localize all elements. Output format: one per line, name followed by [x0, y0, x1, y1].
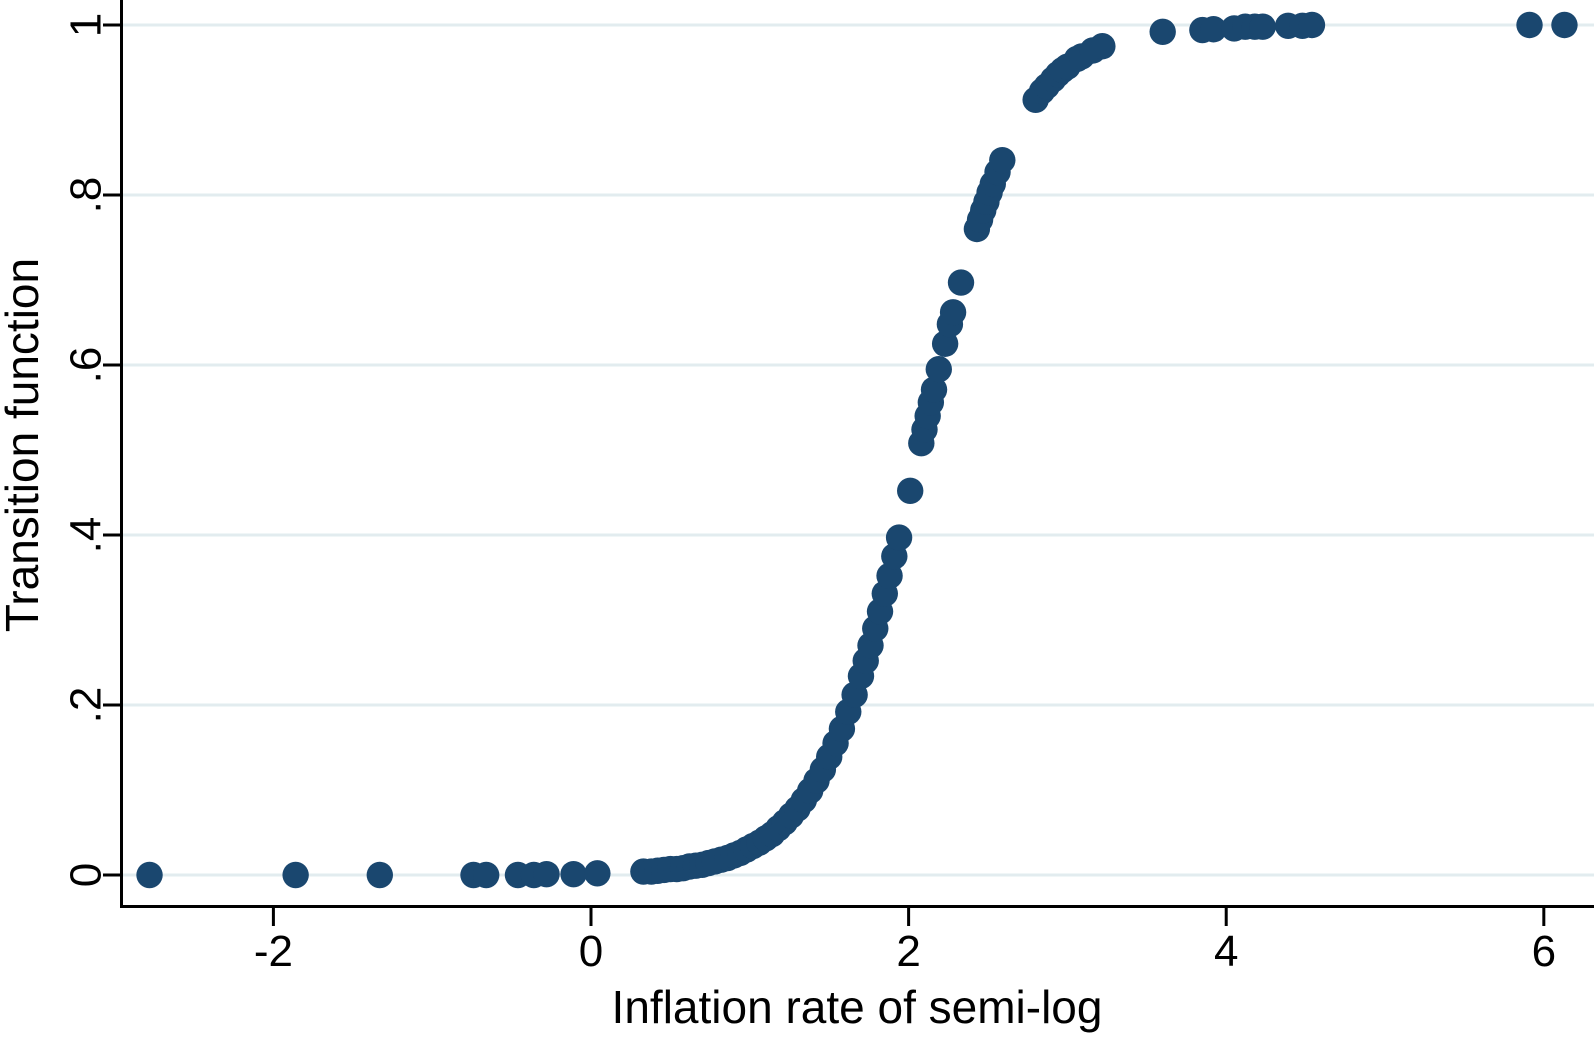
data-point — [472, 861, 500, 889]
y-tick-label: .6 — [62, 347, 111, 384]
data-point — [1551, 11, 1578, 39]
data-point — [925, 356, 952, 383]
y-tick-label: .2 — [62, 687, 111, 724]
data-point — [1089, 33, 1116, 60]
x-tick-label: 0 — [579, 927, 603, 976]
data-point — [920, 376, 948, 403]
data-point — [1249, 13, 1276, 40]
data-point — [366, 861, 394, 889]
data-point — [1200, 16, 1227, 43]
x-axis-title: Inflation rate of semi-log — [611, 981, 1103, 1033]
y-tick-label: .8 — [62, 177, 111, 214]
data-point — [282, 861, 309, 889]
y-axis-title: Transition function — [0, 257, 48, 633]
data-point — [989, 146, 1016, 174]
x-tick-label: 6 — [1532, 927, 1556, 976]
data-point — [560, 860, 587, 888]
x-tick-label: -2 — [254, 927, 293, 976]
data-point — [1298, 11, 1326, 39]
y-tick-label: 0 — [62, 863, 111, 887]
data-point — [136, 861, 163, 889]
data-point — [885, 524, 913, 551]
data-point — [896, 477, 924, 504]
data-point — [533, 860, 560, 888]
y-tick-label: .4 — [62, 517, 111, 554]
data-point — [939, 299, 967, 326]
data-point — [947, 269, 975, 296]
x-tick-label: 2 — [896, 927, 920, 976]
x-tick-label: 4 — [1214, 927, 1238, 976]
data-point — [584, 860, 611, 887]
data-point — [1149, 18, 1176, 45]
data-point — [1516, 11, 1543, 39]
y-tick-label: 1 — [62, 13, 111, 37]
